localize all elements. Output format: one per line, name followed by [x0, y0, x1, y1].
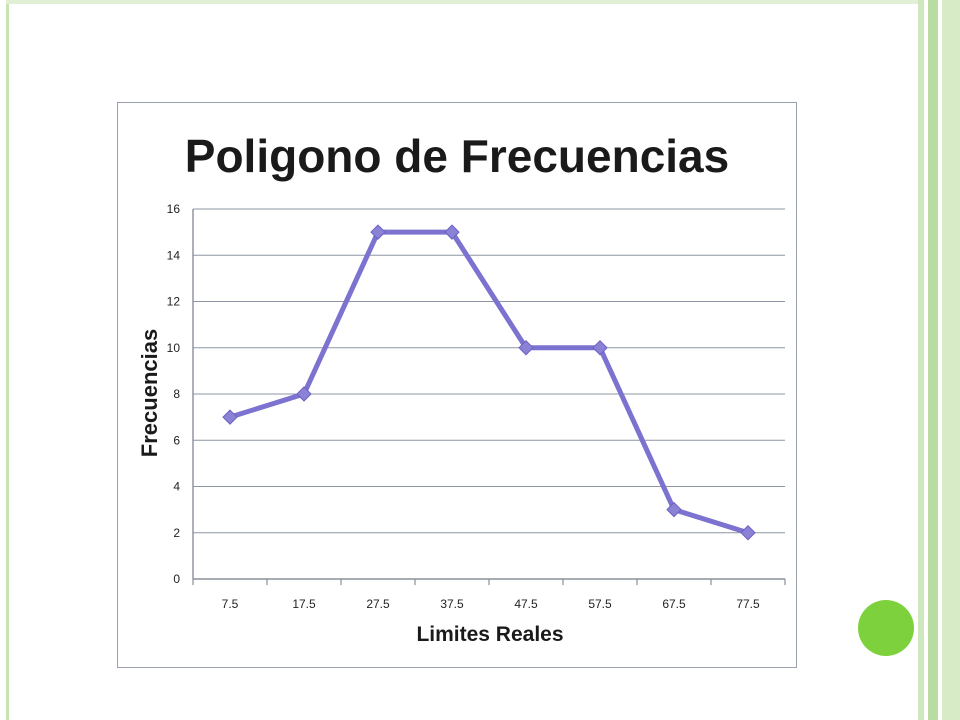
- slide-frame-left: [6, 0, 9, 720]
- y-tick-label: 14: [167, 248, 181, 262]
- decorative-bar: [928, 0, 938, 720]
- x-tick-label: 17.5: [292, 597, 316, 611]
- data-point-marker: [444, 224, 460, 240]
- data-point-marker: [296, 386, 312, 402]
- x-tick-label: 77.5: [736, 597, 760, 611]
- x-tick-label: 57.5: [588, 597, 612, 611]
- data-point-marker: [592, 340, 608, 356]
- decorative-bar: [942, 0, 960, 720]
- x-tick-label: 37.5: [440, 597, 464, 611]
- y-tick-label: 2: [173, 526, 180, 540]
- y-tick-label: 6: [173, 433, 180, 447]
- y-tick-label: 10: [167, 341, 181, 355]
- y-tick-label: 4: [173, 480, 180, 494]
- chart-card: [117, 102, 797, 668]
- data-point-marker: [518, 340, 534, 356]
- x-axis-label: Limites Reales: [416, 623, 563, 646]
- x-tick-label: 7.5: [222, 597, 239, 611]
- y-tick-labels: 0 2 4 6 8 10 12 14 16: [167, 202, 181, 586]
- gridlines: [192, 208, 786, 585]
- data-point-marker: [370, 224, 386, 240]
- x-tick-label: 67.5: [662, 597, 686, 611]
- slide-frame-top: [6, 0, 920, 4]
- y-tick-label: 0: [173, 572, 180, 586]
- y-axis-label: Frecuencias: [137, 329, 162, 457]
- x-tick-label: 27.5: [366, 597, 390, 611]
- series-line: [227, 229, 751, 536]
- series-line: [227, 229, 751, 536]
- decorative-bar: [918, 0, 924, 720]
- series-markers: [222, 224, 756, 541]
- decorative-circle: [858, 600, 914, 656]
- y-tick-label: 16: [167, 202, 181, 216]
- data-point-marker: [666, 501, 682, 518]
- x-tick-labels: 7.5 17.5 27.5 37.5 47.5 57.5 67.5 77.5: [222, 597, 760, 611]
- x-tick-label: 47.5: [514, 597, 538, 611]
- data-point-marker: [740, 525, 756, 541]
- data-point-marker: [222, 409, 238, 425]
- chart-title: Poligono de Frecuencias: [185, 130, 729, 182]
- y-tick-label: 12: [167, 295, 181, 309]
- y-tick-label: 8: [173, 387, 180, 401]
